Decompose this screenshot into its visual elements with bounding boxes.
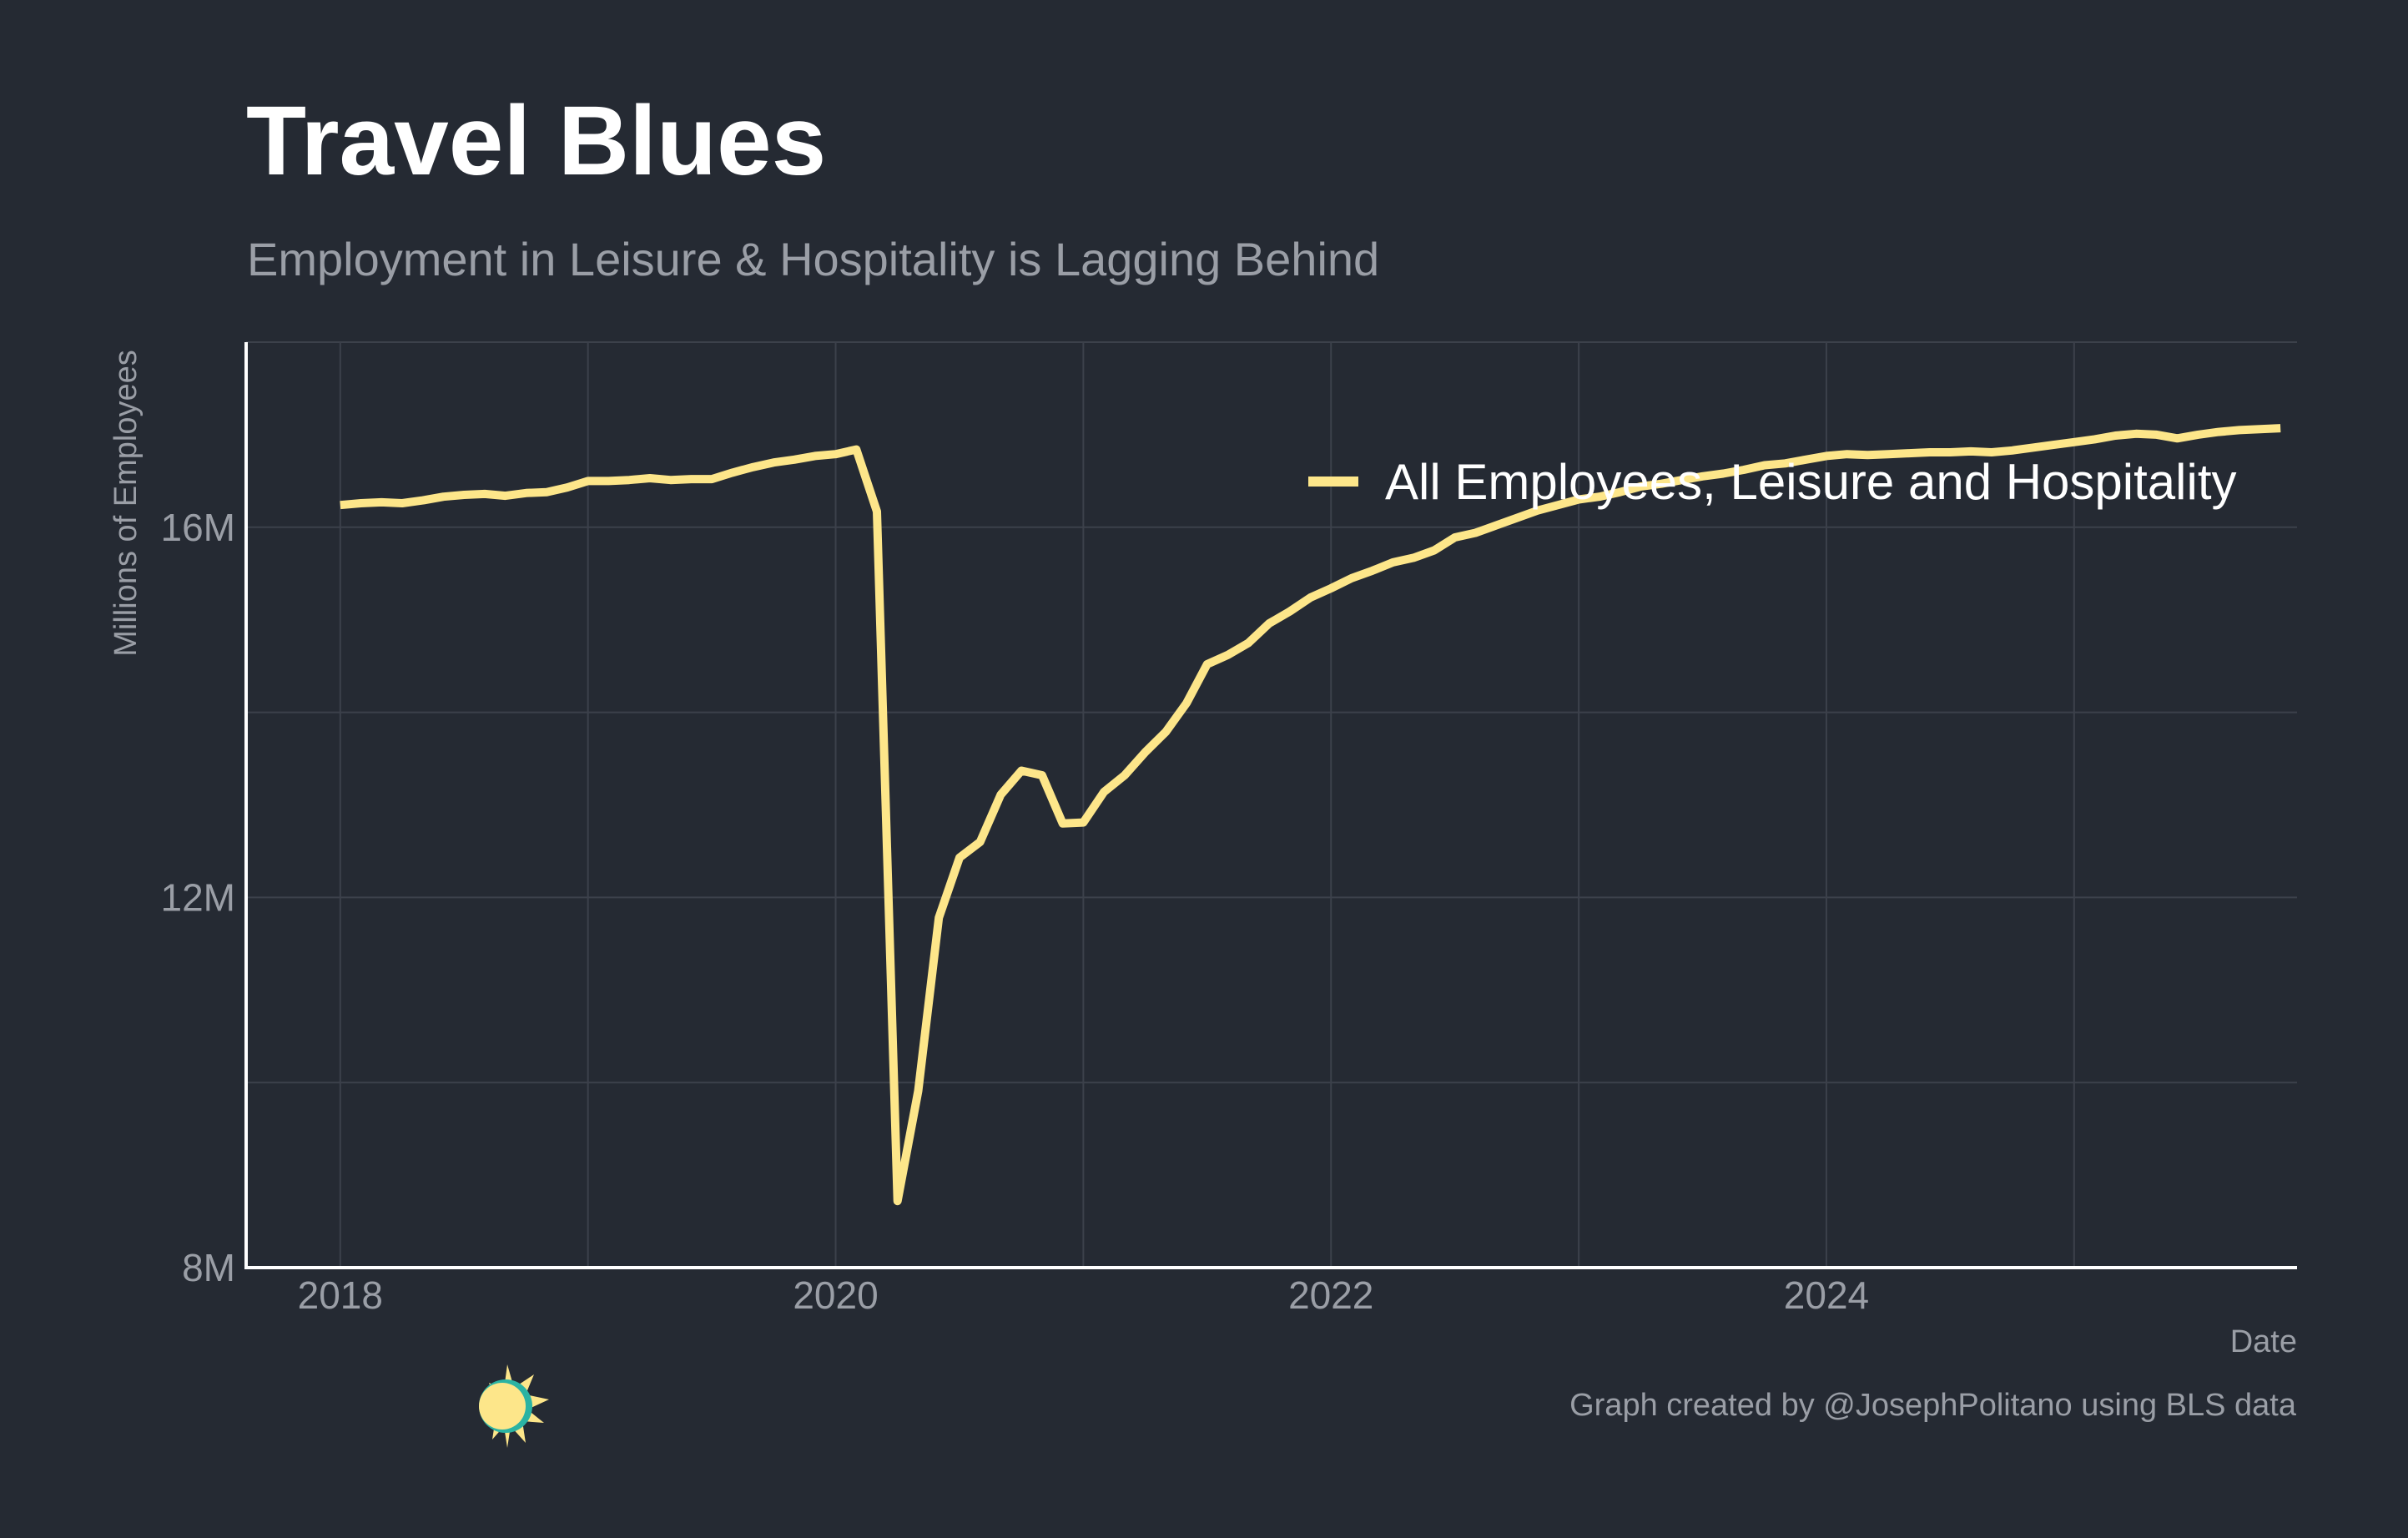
y-tick-label: 16M xyxy=(161,506,235,549)
sun-moon-logo-icon xyxy=(479,1364,549,1448)
series-layer xyxy=(340,424,2281,1206)
x-tick-labels: 2018 2020 2022 2024 xyxy=(298,1273,1870,1317)
x-tick-label: 2018 xyxy=(298,1273,383,1317)
legend: All Employees, Leisure and Hospitality xyxy=(1308,454,2237,510)
chart-subtitle: Employment in Leisure & Hospitality is L… xyxy=(247,233,1380,285)
chart-gridlines xyxy=(246,341,2297,1268)
x-tick-label: 2022 xyxy=(1288,1273,1373,1317)
y-tick-labels: 8M 12M 16M xyxy=(161,506,235,1289)
series-line-leisure-hospitality xyxy=(340,424,2281,1206)
y-axis-title: Millions of Employees xyxy=(108,350,144,656)
x-tick-label: 2024 xyxy=(1784,1273,1869,1317)
legend-label: All Employees, Leisure and Hospitality xyxy=(1385,454,2237,510)
source-caption: Graph created by @JosephPolitano using B… xyxy=(1569,1388,2296,1423)
y-tick-label: 8M xyxy=(182,1246,235,1289)
y-tick-label: 12M xyxy=(161,875,235,919)
chart-axes xyxy=(244,342,2297,1269)
x-axis-title: Date xyxy=(2230,1324,2297,1359)
x-tick-label: 2020 xyxy=(793,1273,878,1317)
page-title: Travel Blues xyxy=(246,86,827,196)
